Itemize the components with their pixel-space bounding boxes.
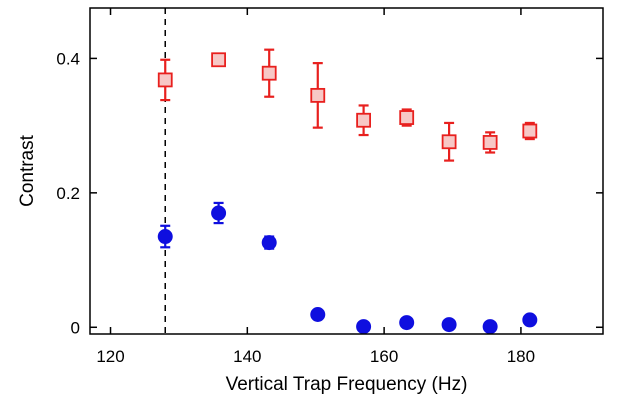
circle-marker [399, 315, 415, 331]
square-marker [399, 110, 415, 125]
circle-marker [482, 319, 498, 335]
tick-layer: 120 140 160 180 0 0.2 0.4 [56, 8, 603, 366]
plot-frame [89, 7, 604, 335]
circle-marker [211, 205, 227, 221]
y-tick-label: 0.2 [56, 184, 80, 203]
circle-marker [310, 307, 326, 323]
circle-marker [522, 312, 538, 328]
x-axis-label: Vertical Trap Frequency (Hz) [226, 374, 468, 395]
circle-marker [441, 317, 457, 333]
square-marker [441, 134, 457, 150]
data-layer [157, 48, 538, 335]
y-axis-label: Contrast [17, 134, 38, 207]
y-tick-label: 0.4 [56, 49, 80, 68]
x-tick-label: 120 [96, 347, 124, 366]
circle-marker [356, 319, 372, 335]
x-tick-label: 180 [507, 347, 535, 366]
square-marker [310, 87, 326, 103]
x-tick-label: 160 [370, 347, 398, 366]
circle-marker [261, 235, 277, 251]
x-tick-label: 140 [233, 347, 261, 366]
square-marker [211, 52, 226, 68]
square-marker [522, 123, 538, 139]
square-marker [157, 72, 173, 88]
circle-marker [157, 229, 173, 245]
square-series [157, 48, 538, 162]
circle-series [157, 201, 538, 335]
square-marker [356, 112, 372, 128]
square-marker [261, 65, 277, 81]
square-marker [482, 135, 498, 150]
y-tick-label: 0 [71, 318, 80, 337]
